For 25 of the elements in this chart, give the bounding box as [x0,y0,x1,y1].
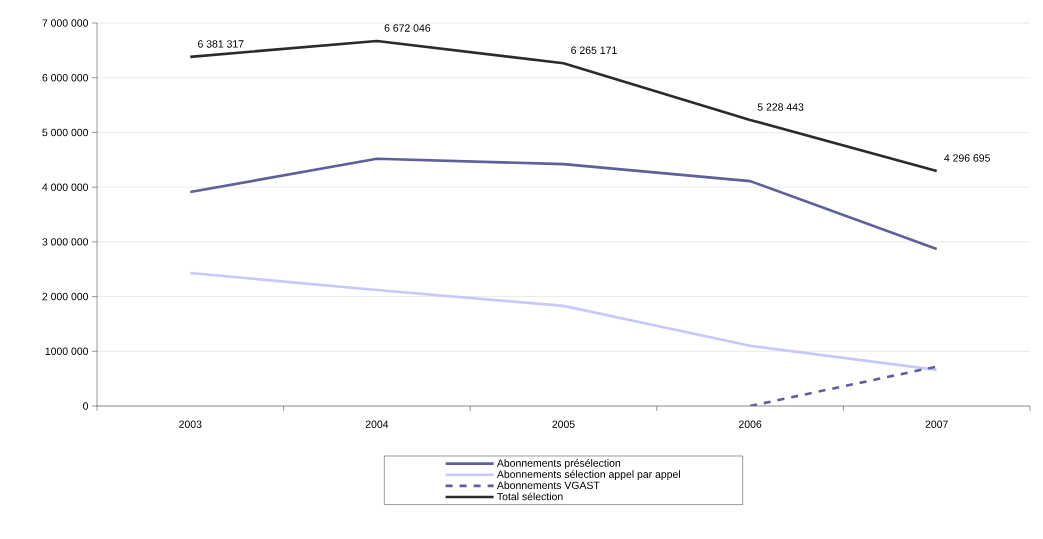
y-tick-label: 1000 000 [45,347,89,355]
legend-label: Abonnements VGAST [496,481,600,490]
y-tick-label: 3 000 000 [42,238,89,246]
y-tick-label: 4 000 000 [42,183,89,191]
y-tick-label: 5 000 000 [42,128,89,137]
y-tick-label: 0 [83,402,89,410]
line-series [189,157,939,251]
legend-label: Abonnements sélection appel par appel [496,470,680,481]
x-tick-label: 2005 [552,420,575,428]
legend-label: Total sélection [497,492,563,501]
x-tick-label: 2007 [925,420,948,428]
x-tick-label: 2004 [365,420,389,428]
x-tick-label: 2003 [179,420,202,428]
y-tick-label: 6 000 000 [42,74,89,82]
line-series [189,271,939,372]
data-label: 5 228 443 [757,103,804,111]
data-label: 6 265 171 [571,46,617,55]
data-label: 4 296 695 [944,154,990,162]
legend-label: Abonnements présélection [496,458,621,469]
y-tick-label: 2 000 000 [42,292,89,301]
data-label: 6 672 046 [384,24,431,32]
y-tick-label: 7 000 000 [42,19,89,27]
line-series [189,39,939,173]
x-tick-label: 2006 [739,420,762,428]
data-label: 6 381 317 [198,40,244,48]
